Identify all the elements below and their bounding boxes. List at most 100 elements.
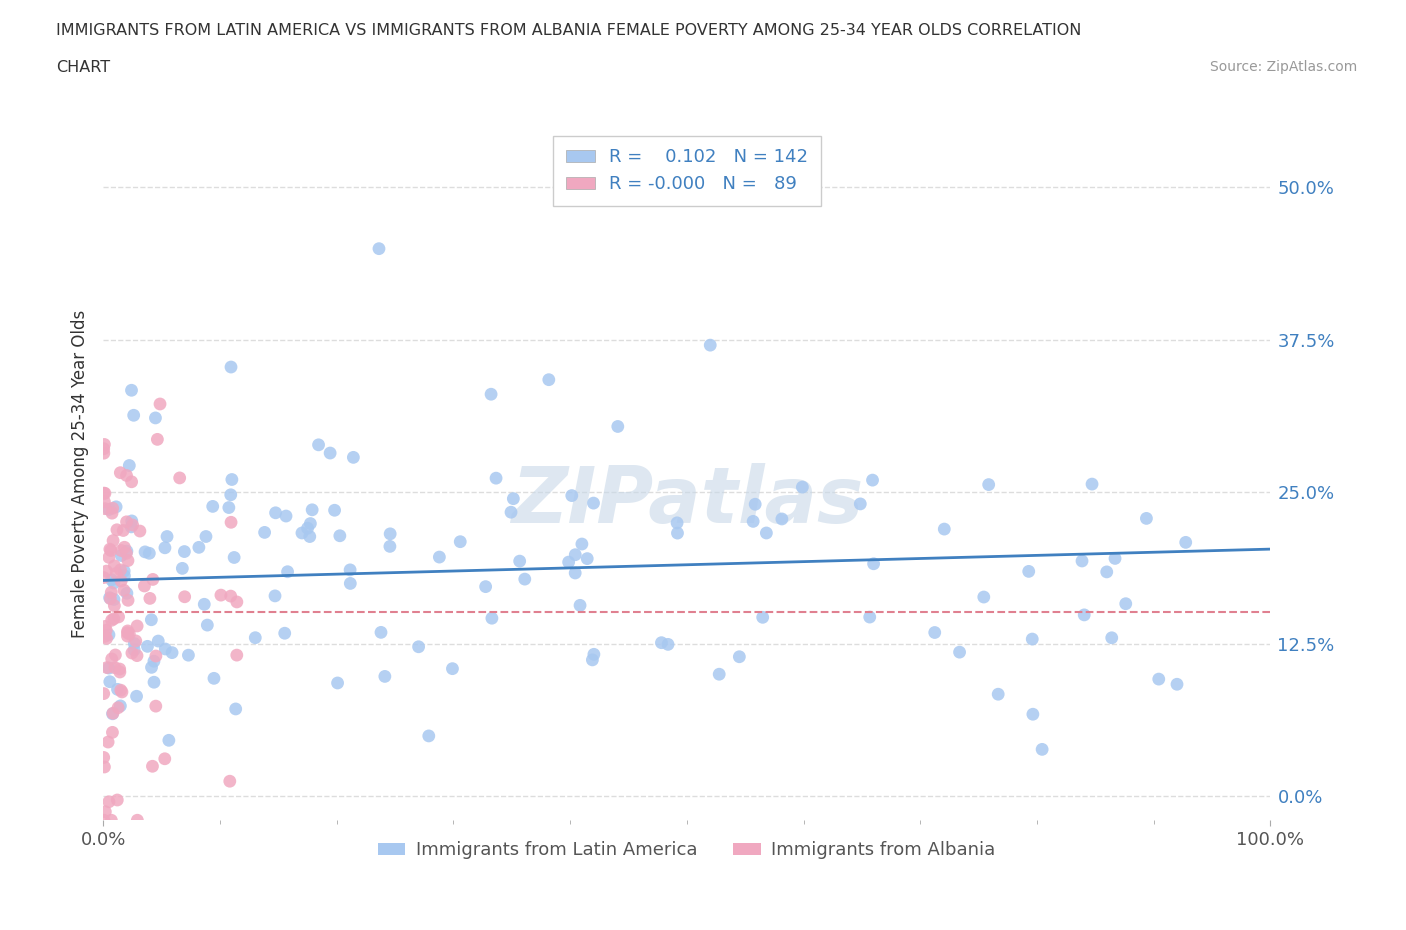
Point — [94, 629, 117, 644]
Text: IMMIGRANTS FROM LATIN AMERICA VS IMMIGRANTS FROM ALBANIA FEMALE POVERTY AMONG 25: IMMIGRANTS FROM LATIN AMERICA VS IMMIGRA… — [56, 23, 1081, 38]
Point — [513, 572, 536, 587]
Point — [195, 618, 218, 632]
Point — [1166, 677, 1188, 692]
Point — [699, 338, 721, 352]
Point — [751, 610, 773, 625]
Point — [100, 591, 122, 606]
Point — [120, 520, 142, 535]
Point — [770, 512, 793, 526]
Point — [218, 774, 240, 789]
Point — [449, 534, 471, 549]
Point — [582, 496, 605, 511]
Point — [934, 522, 956, 537]
Point — [103, 558, 125, 573]
Point — [264, 589, 287, 604]
Point — [301, 502, 323, 517]
Point — [319, 445, 342, 460]
Point — [1104, 551, 1126, 565]
Point — [557, 554, 579, 569]
Point — [173, 590, 195, 604]
Point — [408, 639, 430, 654]
Point — [153, 540, 176, 555]
Point — [148, 633, 170, 648]
Point — [209, 588, 232, 603]
Point — [1021, 631, 1043, 646]
Point — [561, 488, 583, 503]
Point — [105, 566, 128, 581]
Point — [93, 437, 115, 452]
Point — [127, 813, 149, 828]
Point — [264, 505, 287, 520]
Point — [474, 579, 496, 594]
Point — [138, 546, 160, 561]
Point — [1101, 631, 1123, 645]
Point — [1022, 707, 1045, 722]
Point — [122, 408, 145, 423]
Point — [112, 539, 135, 554]
Point — [141, 612, 163, 627]
Point — [582, 647, 605, 662]
Point — [93, 686, 115, 701]
Point — [98, 542, 121, 557]
Point — [378, 539, 401, 554]
Point — [219, 589, 242, 604]
Point — [1147, 671, 1170, 686]
Point — [94, 619, 117, 634]
Point — [121, 474, 143, 489]
Point — [160, 645, 183, 660]
Point — [274, 626, 297, 641]
Point — [121, 513, 143, 528]
Point — [117, 592, 139, 607]
Point — [153, 751, 176, 766]
Point — [143, 675, 166, 690]
Point — [792, 480, 814, 495]
Point — [97, 794, 120, 809]
Point — [1018, 564, 1040, 578]
Point — [93, 442, 115, 457]
Point — [479, 387, 502, 402]
Point — [98, 502, 121, 517]
Point — [744, 497, 766, 512]
Point — [298, 529, 321, 544]
Point — [1115, 596, 1137, 611]
Point — [948, 644, 970, 659]
Point — [225, 701, 247, 716]
Point — [112, 583, 135, 598]
Point — [121, 518, 143, 533]
Text: Source: ZipAtlas.com: Source: ZipAtlas.com — [1209, 60, 1357, 74]
Point — [291, 525, 314, 540]
Point — [98, 628, 121, 643]
Point — [96, 631, 118, 645]
Point — [110, 683, 132, 698]
Point — [93, 445, 115, 460]
Point — [103, 598, 125, 613]
Point — [125, 633, 148, 648]
Point — [569, 598, 592, 613]
Point — [755, 525, 778, 540]
Point — [103, 592, 125, 607]
Point — [145, 410, 167, 425]
Point — [117, 623, 139, 638]
Point — [93, 485, 115, 500]
Point — [862, 472, 884, 487]
Point — [142, 654, 165, 669]
Point — [110, 548, 132, 563]
Point — [193, 597, 215, 612]
Point — [977, 477, 1000, 492]
Point — [96, 623, 118, 638]
Point — [121, 645, 143, 660]
Point — [225, 594, 247, 609]
Y-axis label: Female Poverty Among 25-34 Year Olds: Female Poverty Among 25-34 Year Olds — [72, 310, 89, 638]
Point — [110, 698, 132, 713]
Text: ZIPatlas: ZIPatlas — [510, 463, 863, 539]
Point — [111, 684, 134, 699]
Point — [924, 625, 946, 640]
Point — [427, 550, 450, 565]
Point — [118, 458, 141, 473]
Text: CHART: CHART — [56, 60, 110, 75]
Point — [101, 500, 124, 515]
Point — [225, 647, 247, 662]
Point — [112, 523, 135, 538]
Point — [115, 546, 138, 561]
Point — [194, 529, 217, 544]
